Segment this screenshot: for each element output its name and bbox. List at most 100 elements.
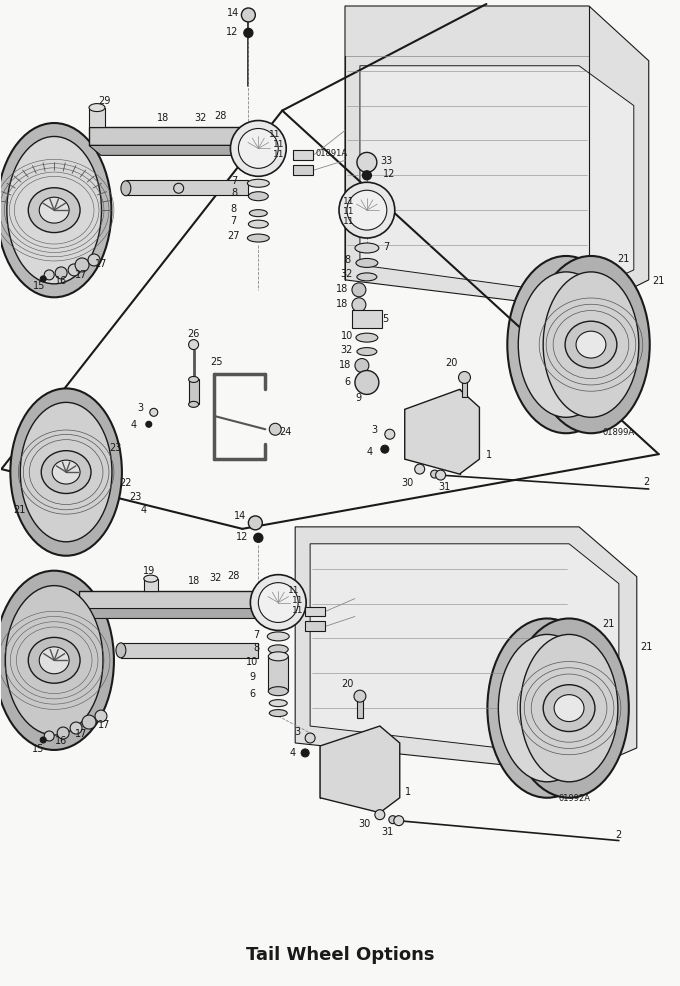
Text: 33: 33 xyxy=(381,156,393,167)
Ellipse shape xyxy=(498,635,596,782)
Circle shape xyxy=(70,723,82,735)
Text: 1: 1 xyxy=(405,786,411,796)
Text: 20: 20 xyxy=(341,678,353,688)
Circle shape xyxy=(381,446,389,454)
Text: 7: 7 xyxy=(231,176,237,186)
Circle shape xyxy=(305,734,315,743)
Ellipse shape xyxy=(520,635,618,782)
Ellipse shape xyxy=(357,348,377,356)
Text: 21: 21 xyxy=(13,505,26,515)
Circle shape xyxy=(258,583,298,623)
Ellipse shape xyxy=(248,221,269,229)
Circle shape xyxy=(95,710,107,723)
Ellipse shape xyxy=(356,334,378,343)
Polygon shape xyxy=(360,67,634,296)
Circle shape xyxy=(254,533,262,542)
Circle shape xyxy=(244,30,253,38)
Circle shape xyxy=(352,284,366,298)
Text: 2: 2 xyxy=(615,829,622,839)
Ellipse shape xyxy=(509,619,629,798)
Text: 31: 31 xyxy=(381,826,394,836)
Ellipse shape xyxy=(248,180,269,188)
Text: 19: 19 xyxy=(143,565,155,575)
Circle shape xyxy=(188,340,199,350)
Text: 21: 21 xyxy=(641,642,653,652)
Ellipse shape xyxy=(20,403,112,542)
Text: 12: 12 xyxy=(236,531,249,541)
Bar xyxy=(89,128,273,146)
Text: 28: 28 xyxy=(214,110,226,120)
Text: 9: 9 xyxy=(356,393,362,403)
Text: 16: 16 xyxy=(55,276,67,286)
Text: 20: 20 xyxy=(445,357,458,367)
Text: 11: 11 xyxy=(273,140,284,149)
Circle shape xyxy=(88,254,100,266)
Circle shape xyxy=(248,517,262,530)
Text: 21: 21 xyxy=(602,619,615,629)
Ellipse shape xyxy=(565,321,617,369)
Ellipse shape xyxy=(248,235,269,243)
Ellipse shape xyxy=(10,389,122,556)
Ellipse shape xyxy=(39,647,69,674)
Circle shape xyxy=(44,732,54,741)
Text: 10: 10 xyxy=(246,657,258,667)
Text: 8: 8 xyxy=(344,254,350,264)
Ellipse shape xyxy=(269,652,288,662)
Text: 6: 6 xyxy=(344,377,350,387)
Ellipse shape xyxy=(356,259,378,268)
Circle shape xyxy=(57,728,69,740)
Circle shape xyxy=(68,264,80,277)
Text: 14: 14 xyxy=(235,511,247,521)
Bar xyxy=(89,108,105,128)
Circle shape xyxy=(375,810,385,819)
Text: 18: 18 xyxy=(156,112,169,122)
Text: 11: 11 xyxy=(292,605,304,614)
Text: 01992A: 01992A xyxy=(558,794,590,803)
Circle shape xyxy=(339,183,395,239)
Text: 7: 7 xyxy=(253,630,260,640)
Text: 10: 10 xyxy=(341,330,353,340)
Bar xyxy=(305,622,325,632)
Circle shape xyxy=(231,121,286,177)
Text: 6: 6 xyxy=(250,688,256,698)
Bar xyxy=(293,151,313,161)
Circle shape xyxy=(357,153,377,174)
Circle shape xyxy=(269,424,282,436)
Text: 11: 11 xyxy=(288,586,300,595)
Text: 8: 8 xyxy=(253,643,259,653)
Bar xyxy=(143,579,158,591)
Ellipse shape xyxy=(52,460,80,484)
Circle shape xyxy=(239,129,278,170)
Polygon shape xyxy=(320,727,400,812)
Text: 26: 26 xyxy=(188,328,200,338)
Text: 2: 2 xyxy=(643,476,650,486)
Ellipse shape xyxy=(7,137,101,285)
Polygon shape xyxy=(89,146,285,156)
Ellipse shape xyxy=(543,685,595,732)
Text: 17: 17 xyxy=(75,729,87,739)
Circle shape xyxy=(40,738,46,743)
Ellipse shape xyxy=(507,256,625,434)
Text: 32: 32 xyxy=(341,344,353,354)
Text: 5: 5 xyxy=(381,314,388,323)
Text: 01891A: 01891A xyxy=(315,149,347,158)
Ellipse shape xyxy=(269,645,288,654)
Text: 4: 4 xyxy=(131,420,137,430)
Text: 29: 29 xyxy=(98,96,110,106)
Text: 11: 11 xyxy=(343,216,355,226)
Circle shape xyxy=(352,299,366,313)
Ellipse shape xyxy=(269,710,287,717)
Text: 24: 24 xyxy=(279,427,292,437)
Text: 11: 11 xyxy=(273,150,284,159)
Ellipse shape xyxy=(29,188,80,234)
Text: 30: 30 xyxy=(359,817,371,828)
Ellipse shape xyxy=(5,586,103,736)
Ellipse shape xyxy=(41,452,91,494)
Circle shape xyxy=(82,716,96,730)
Ellipse shape xyxy=(29,638,80,683)
Circle shape xyxy=(458,372,471,385)
Ellipse shape xyxy=(250,210,267,217)
Ellipse shape xyxy=(188,377,199,384)
Circle shape xyxy=(385,430,395,440)
Text: 12: 12 xyxy=(383,170,395,179)
